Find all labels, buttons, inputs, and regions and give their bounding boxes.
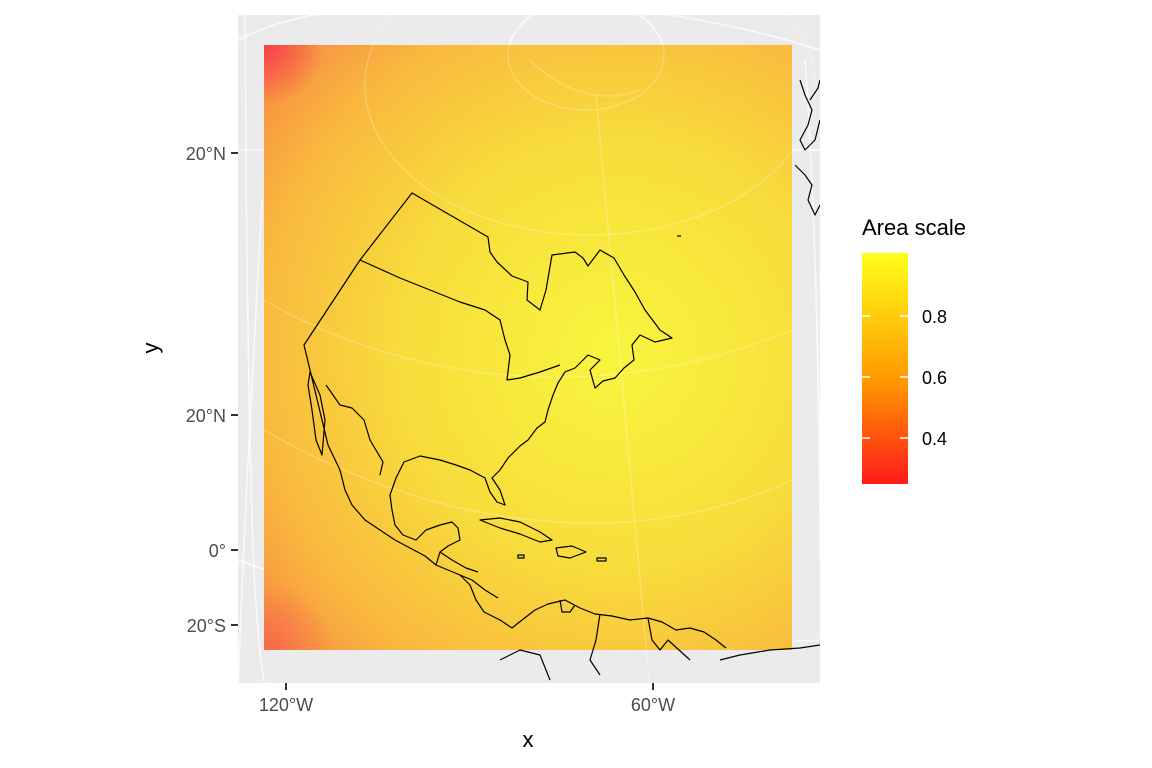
north-america-coastline xyxy=(359,192,673,629)
graticule-inner xyxy=(263,15,816,683)
x-axis-title: x xyxy=(523,727,534,752)
y-tick-label: 20°N xyxy=(186,144,226,164)
x-axis: 120°W 60°W x xyxy=(259,683,675,752)
x-tick-label: 60°W xyxy=(631,695,675,715)
legend-colorbar xyxy=(862,253,908,484)
legend-label: 0.4 xyxy=(922,429,947,449)
legend: Area scale 0.8 0.6 0.4 xyxy=(862,215,966,484)
y-axis: 20°N 20°N 0° 20°S y xyxy=(138,144,238,636)
y-axis-title: y xyxy=(138,343,163,354)
y-tick-label: 20°N xyxy=(186,406,226,426)
area-scale-corner-tl xyxy=(264,45,384,165)
legend-label: 0.6 xyxy=(922,368,947,388)
y-tick-label: 20°S xyxy=(187,616,226,636)
area-scale-corner-bl xyxy=(264,560,394,650)
legend-title: Area scale xyxy=(862,215,966,240)
y-tick-label: 0° xyxy=(209,541,226,561)
legend-label: 0.8 xyxy=(922,307,947,327)
x-tick-label: 120°W xyxy=(259,695,313,715)
coastlines xyxy=(303,79,820,681)
